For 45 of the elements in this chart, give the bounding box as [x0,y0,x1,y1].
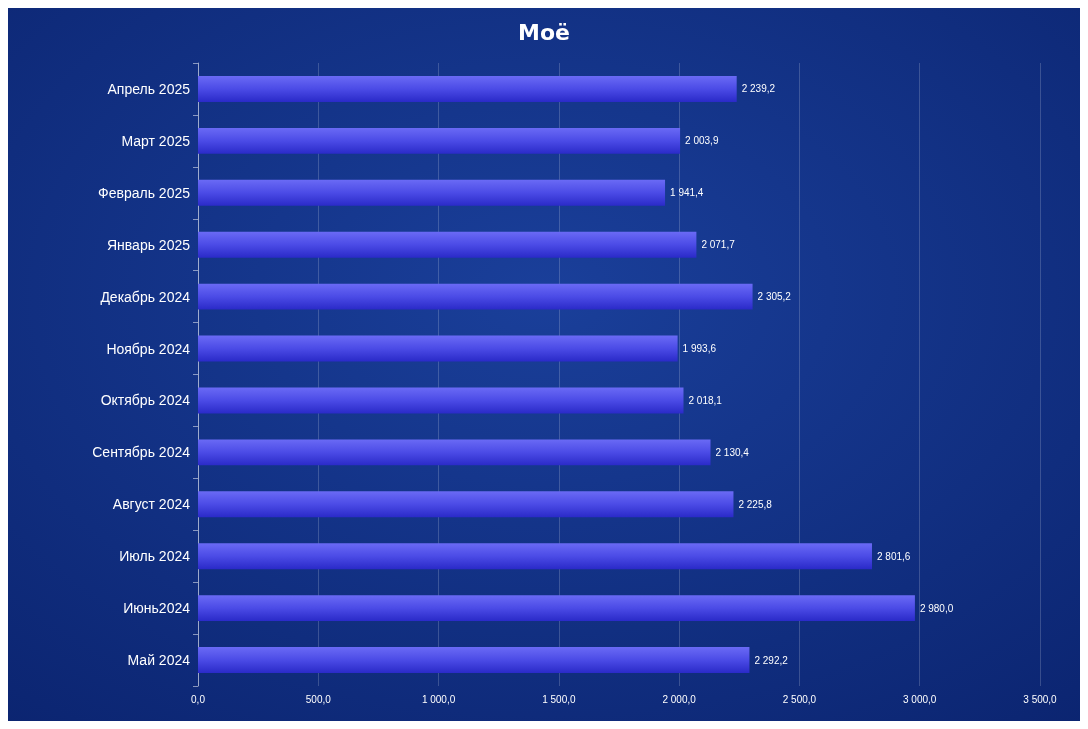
x-tick-label: 0,0 [191,693,206,705]
data-label: 2 305,2 [757,291,792,303]
data-label: 2 292,2 [754,654,789,666]
y-tick-label: Май 2024 [127,652,191,669]
data-label: 2 801,6 [876,550,911,562]
bar [198,595,915,622]
bar [198,543,872,570]
data-label: 2 071,7 [701,239,736,251]
bar [198,439,711,466]
y-tick-label: Январь 2025 [106,236,191,253]
data-label: 2 130,4 [715,446,750,458]
data-label: 2 225,8 [738,498,773,510]
x-tick-label: 2 500,0 [782,693,817,705]
bar [198,75,737,102]
bar [198,283,753,310]
y-tick-label: Апрель 2025 [107,80,191,97]
y-tick-label: Март 2025 [121,132,191,149]
y-tick-label: Июль 2024 [119,548,191,565]
chart-title: Моё [518,19,570,45]
bar [198,335,678,362]
data-label: 1 993,6 [682,343,717,355]
x-tick-label: 3 500,0 [1023,693,1058,705]
bar [198,179,666,206]
y-tick-label: Октябрь 2024 [100,392,191,409]
bar [198,647,750,674]
x-tick-label: 1 500,0 [542,693,576,705]
y-tick-label: Сентябрь 2024 [92,444,191,461]
x-tick-label: 500,0 [305,693,332,705]
data-label: 2 239,2 [741,83,776,95]
bar [198,231,697,258]
data-label: 2 003,9 [685,135,719,147]
data-label: 2 980,0 [919,602,954,614]
y-tick-label: Февраль 2025 [98,184,191,201]
y-tick-label: Декабрь 2024 [100,288,191,305]
x-tick-label: 1 000,0 [421,693,456,705]
x-tick-label: 2 000,0 [662,693,697,705]
bar [198,127,681,154]
x-tick-label: 3 000,0 [903,693,937,705]
bar [198,491,734,518]
bar [198,387,684,414]
data-label: 1 941,4 [670,187,704,199]
data-label: 2 018,1 [688,394,723,406]
y-tick-label: Август 2024 [112,496,191,513]
y-tick-label: Июнь2024 [123,600,191,617]
y-tick-label: Ноябрь 2024 [106,340,191,357]
